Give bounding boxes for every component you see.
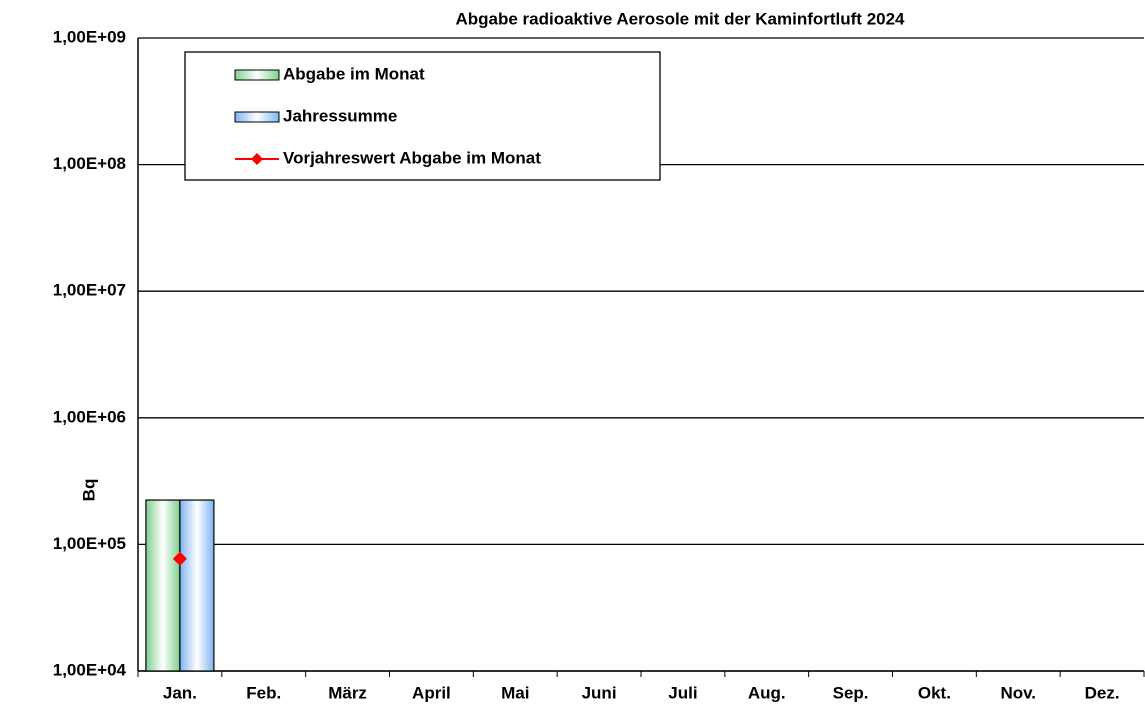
y-axis-label: Bq xyxy=(79,479,98,502)
line-marker xyxy=(172,551,187,566)
legend-label: Abgabe im Monat xyxy=(283,64,425,83)
x-tick-label: Feb. xyxy=(246,683,281,702)
x-tick-label: Aug. xyxy=(748,683,786,702)
y-tick-label: 1,00E+07 xyxy=(53,281,126,300)
chart-title: Abgabe radioaktive Aerosole mit der Kami… xyxy=(455,9,905,28)
x-tick-label: Nov. xyxy=(1000,683,1036,702)
legend-label: Vorjahreswert Abgabe im Monat xyxy=(283,148,541,167)
x-tick-label: Okt. xyxy=(918,683,951,702)
y-tick-label: 1,00E+09 xyxy=(53,27,126,46)
x-tick-label: Juni xyxy=(582,683,617,702)
y-tick-label: 1,00E+04 xyxy=(53,660,127,679)
y-tick-label: 1,00E+06 xyxy=(53,407,126,426)
x-tick-label: April xyxy=(412,683,451,702)
legend-label: Jahressumme xyxy=(283,106,397,125)
legend-swatch xyxy=(234,69,280,81)
y-tick-label: 1,00E+08 xyxy=(53,154,126,173)
x-tick-label: Sep. xyxy=(833,683,869,702)
x-tick-label: Mai xyxy=(501,683,529,702)
legend-marker xyxy=(251,153,263,165)
bar xyxy=(145,499,181,672)
y-tick-label: 1,00E+05 xyxy=(53,534,126,553)
x-tick-label: Dez. xyxy=(1085,683,1120,702)
x-tick-label: Jan. xyxy=(163,683,197,702)
x-tick-label: März xyxy=(328,683,367,702)
x-tick-label: Juli xyxy=(668,683,697,702)
bar xyxy=(179,499,215,672)
legend-swatch xyxy=(234,111,280,123)
